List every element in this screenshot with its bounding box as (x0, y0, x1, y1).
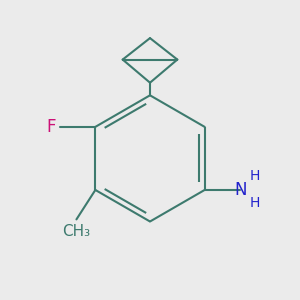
Text: N: N (234, 181, 247, 199)
Text: CH₃: CH₃ (62, 224, 91, 239)
Text: H: H (250, 196, 260, 210)
Text: H: H (250, 169, 260, 184)
Text: F: F (47, 118, 56, 136)
